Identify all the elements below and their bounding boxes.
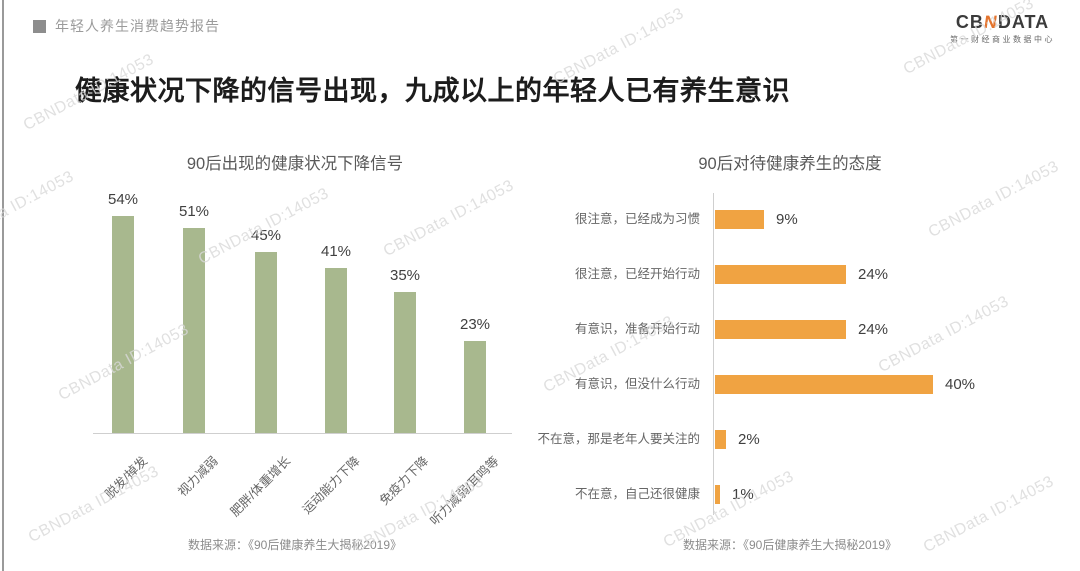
category-label: 免疫力下降 <box>377 453 432 508</box>
horizontal-bar <box>715 209 764 229</box>
chart-title-left: 90后出现的健康状况下降信号 <box>186 155 404 173</box>
logo-wordmark: CBNDATA <box>950 12 1055 32</box>
value-label: 41% <box>320 243 352 260</box>
row-label: 不在意，那是老年人要关注的 <box>537 431 700 446</box>
category-label: 视力减弱 <box>175 453 221 500</box>
logo-text-n: N <box>982 12 1000 32</box>
bullet-square-icon <box>33 19 46 33</box>
left-edge-line <box>2 0 4 571</box>
row-label: 不在意，自己还很健康 <box>574 486 700 501</box>
horizontal-bar <box>715 374 933 394</box>
value-label: 51% <box>178 203 210 220</box>
vertical-bar <box>112 216 134 433</box>
report-series-label: 年轻人养生消费趋势报告 <box>55 18 220 34</box>
category-label: 肥胖/体重增长 <box>227 453 293 520</box>
horizontal-bar <box>715 429 726 449</box>
value-label: 35% <box>389 267 421 284</box>
header: 年轻人养生消费趋势报告 <box>33 16 220 36</box>
value-label: 1% <box>732 485 754 503</box>
horizontal-bar <box>715 319 846 339</box>
value-label: 54% <box>107 191 139 208</box>
value-label: 40% <box>945 375 976 393</box>
category-label: 听力减弱/耳鸣等 <box>427 453 502 529</box>
value-label: 24% <box>858 265 889 283</box>
vertical-bar <box>183 228 205 433</box>
row-label: 有意识，准备开始行动 <box>574 321 700 336</box>
horizontal-bar <box>715 484 720 504</box>
value-label: 23% <box>459 316 491 333</box>
vertical-bar <box>394 292 416 433</box>
chart-title-right: 90后对待健康养生的态度 <box>698 155 882 173</box>
value-label: 24% <box>858 320 889 338</box>
row-label: 很注意，已经成为习惯 <box>574 211 700 226</box>
vertical-bar <box>255 252 277 433</box>
row-label: 有意识，但没什么行动 <box>574 376 700 391</box>
logo-text-data: DATA <box>997 12 1050 32</box>
chart-health-decline-signals: 90后出现的健康状况下降信号 54% 脱发/掉发 51% 视力减弱 45% 肥胖/体重增长… <box>60 140 530 570</box>
category-label: 运动能力下降 <box>299 453 363 517</box>
data-source-right: 数据来源：《90后健康养生大揭秘2019》 <box>682 538 898 552</box>
category-label: 脱发/掉发 <box>102 453 150 502</box>
logo-text-cb: CB <box>955 12 984 32</box>
data-source-left: 数据来源：《90后健康养生大揭秘2019》 <box>187 538 403 552</box>
y-axis-line <box>713 193 714 515</box>
slide-title: 健康状况下降的信号出现，九成以上的年轻人已有养生意识 <box>75 76 790 106</box>
vertical-bar <box>325 268 347 433</box>
value-label: 9% <box>776 210 798 228</box>
cbndata-logo: CBNDATA 第一财经商业数据中心 <box>950 12 1055 45</box>
value-label: 45% <box>250 227 282 244</box>
plot-area-left: 54% 脱发/掉发 51% 视力减弱 45% 肥胖/体重增长 41% 运动能力下降 35% 免疫力… <box>60 140 530 570</box>
chart-health-attitudes: 90后对待健康养生的态度 很注意，已经成为习惯 9% 很注意，已经开始行动 24% 有意… <box>537 140 1020 570</box>
value-label: 2% <box>738 430 760 448</box>
plot-area-right: 很注意，已经成为习惯 9% 很注意，已经开始行动 24% 有意识，准备开始行动 24% 有意… <box>537 140 1020 570</box>
vertical-bar <box>464 341 486 433</box>
x-axis-line <box>93 433 512 434</box>
logo-subtitle: 第一财经商业数据中心 <box>950 35 1055 44</box>
horizontal-bar <box>715 264 846 284</box>
row-label: 很注意，已经开始行动 <box>574 266 700 281</box>
